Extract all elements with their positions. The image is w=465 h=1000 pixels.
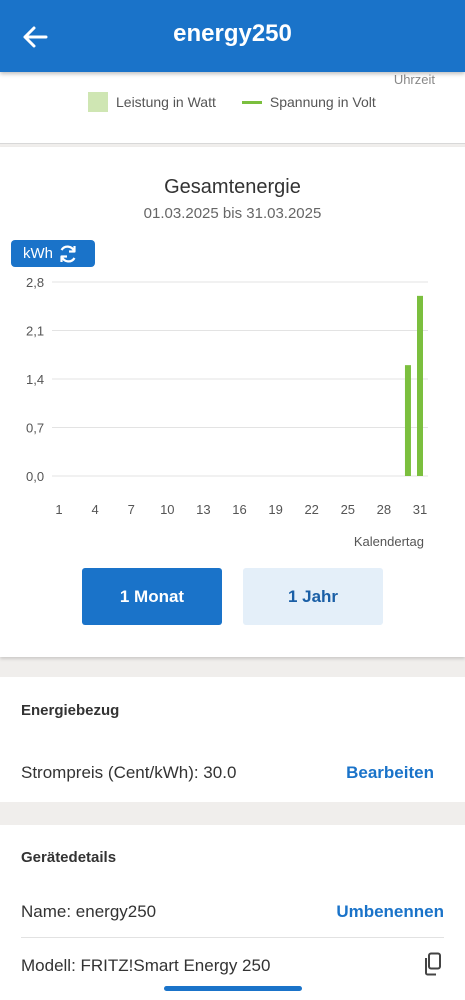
energy-supply-card: Energiebezug Strompreis (Cent/kWh): 30.0… [0,677,465,802]
x-tick-label: 10 [160,502,174,517]
x-tick-label: 25 [341,502,355,517]
x-tick-label: 7 [128,502,135,517]
device-details-title: Gerätedetails [21,849,117,866]
legend-label-power: Leistung in Watt [116,94,216,110]
x-axis-label: Kalendertag [354,534,424,549]
chart-legend: Leistung in Watt Spannung in Volt [88,92,376,112]
x-tick-label: 1 [55,502,62,517]
x-tick-label: 31 [413,502,427,517]
x-tick-label: 16 [232,502,246,517]
y-tick-label: 0,7 [26,421,44,436]
gesture-nav-bar [164,986,302,991]
total-energy-card: Gesamtenergie 01.03.2025 bis 31.03.2025 … [0,147,465,657]
arrow-left-icon[interactable] [20,22,50,52]
energy-bar-chart: 0,0 0,7 1,4 2,1 2,8 1 4 7 10 13 16 19 22 25 28 31 Kalend… [26,275,428,549]
chart-bar [417,295,423,476]
rename-button[interactable]: Umbenennen [336,902,444,921]
device-name-label: Name: energy250 [21,902,157,921]
device-details-card: Gerätedetails Name: energy250 Umbenennen… [0,825,465,1000]
divider [21,937,444,938]
x-tick-label: 19 [268,502,282,517]
period-month-button[interactable]: 1 Monat [82,568,222,625]
refresh-icon [60,245,76,262]
y-tick-label: 0,0 [26,469,44,484]
unit-label: kWh [23,245,53,262]
energy-supply-title: Energiebezug [21,702,120,719]
period-year-button[interactable]: 1 Jahr [243,568,383,625]
chart-date-range: 01.03.2025 bis 31.03.2025 [143,205,322,222]
chart-title: Gesamtenergie [164,176,301,198]
y-tick-label: 2,8 [26,275,44,290]
chart-bar [404,365,411,476]
power-chart-legend-card: Uhrzeit Leistung in Watt Spannung in Vol… [0,72,465,144]
app-header: energy250 [0,0,465,72]
x-tick-label: 13 [196,502,210,517]
page-title: energy250 [173,20,292,47]
copy-icon[interactable] [424,952,442,976]
unit-toggle-button[interactable]: kWh [11,240,95,267]
device-model-label: Modell: FRITZ!Smart Energy 250 [21,956,271,975]
x-tick-label: 28 [377,502,391,517]
axis-caption: Uhrzeit [393,72,435,87]
legend-label-voltage: Spannung in Volt [269,94,376,110]
x-tick-label: 4 [91,502,98,517]
x-tick-label: 22 [304,502,318,517]
edit-price-button[interactable]: Bearbeiten [346,763,434,782]
y-tick-label: 2,1 [26,324,44,339]
legend-swatch-power [88,92,108,112]
electricity-price-label: Strompreis (Cent/kWh): 30.0 [21,763,237,782]
legend-swatch-voltage [241,100,262,104]
y-tick-label: 1,4 [26,372,44,387]
